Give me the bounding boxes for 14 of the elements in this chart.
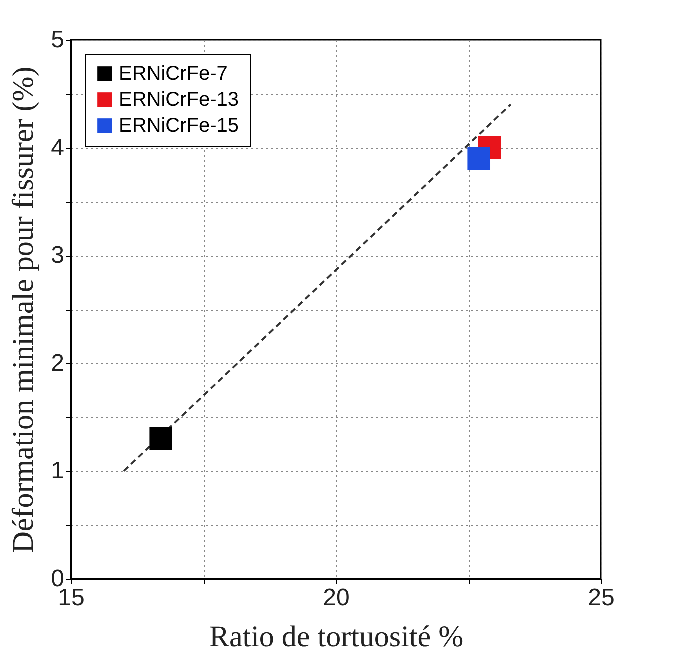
point [150, 427, 172, 450]
legend-label: ERNiCrFe-15 [119, 115, 240, 137]
x-tick-label: 20 [323, 584, 350, 612]
legend-label: ERNiCrFe-13 [119, 89, 240, 111]
point [468, 147, 490, 170]
y-tick-label: 3 [51, 242, 64, 270]
y-tick-label: 1 [51, 458, 64, 485]
x-tick-label: 25 [588, 584, 615, 612]
y-axis-title: Déformation minimale pour fissurer (%) [7, 66, 40, 554]
legend-label: ERNiCrFe-7 [119, 63, 228, 85]
y-tick-label: 4 [51, 134, 64, 162]
y-tick-label: 5 [51, 26, 64, 54]
x-axis-title: Ratio de tortuosité % [209, 620, 464, 654]
y-tick-label: 2 [51, 350, 64, 377]
